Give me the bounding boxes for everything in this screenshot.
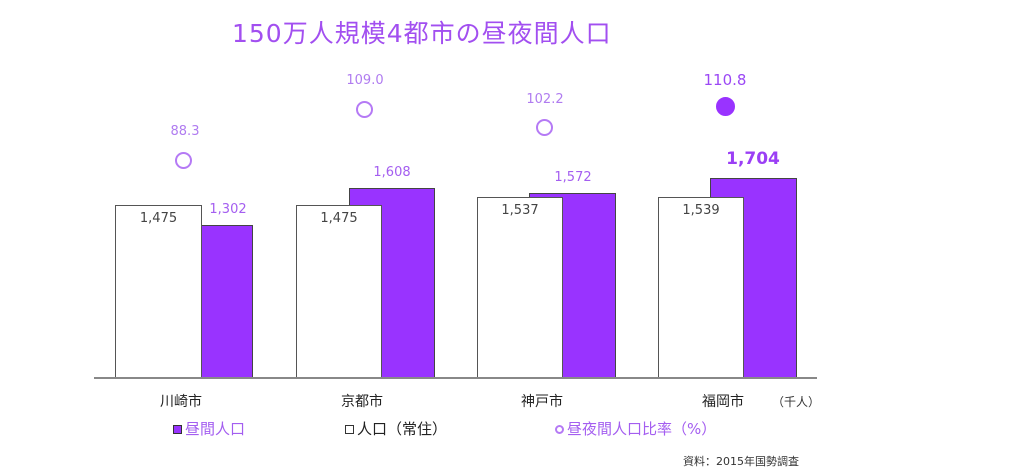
category-label-fukuoka: 福岡市: [702, 394, 744, 410]
ratio-label-kawasaki: 88.3: [170, 124, 200, 139]
category-label-kawasaki: 川崎市: [160, 394, 202, 410]
daytime-label-kyoto: 1,608: [373, 165, 411, 180]
legend-label-ratio: 昼夜間人口比率（%）: [567, 420, 717, 438]
bar-resident-kyoto: [296, 205, 382, 378]
resident-label-fukuoka: 1,539: [682, 203, 720, 218]
ratio-label-kyoto: 109.0: [346, 73, 384, 88]
legend-label-resident: 人口（常住）: [357, 420, 448, 438]
ratio-label-fukuoka: 110.8: [703, 71, 747, 89]
ratio-marker-kawasaki: [175, 152, 192, 169]
legend-label-daytime: 昼間人口: [185, 420, 246, 438]
daytime-label-kobe: 1,572: [554, 170, 592, 185]
resident-label-kawasaki: 1,475: [139, 211, 178, 226]
daytime-label-kawasaki: 1,302: [209, 202, 247, 217]
category-label-kobe: 神戸市: [521, 394, 563, 410]
ratio-marker-kobe: [536, 119, 553, 136]
chart-title: 150万人規模4都市の昼夜間人口: [232, 19, 612, 48]
category-label-kyoto: 京都市: [341, 394, 383, 410]
daytime-label-fukuoka: 1,704: [726, 149, 780, 169]
legend-swatch-ratio-icon: [555, 425, 564, 434]
source-note: 資料：2015年国勢調査: [683, 455, 799, 468]
resident-label-kyoto: 1,475: [320, 211, 358, 226]
legend-item-daytime: 昼間人口: [173, 418, 245, 439]
legend-swatch-resident-icon: [345, 425, 354, 434]
unit-label: （千人）: [772, 395, 821, 409]
legend-item-ratio: 昼夜間人口比率（%）: [555, 418, 716, 439]
legend-swatch-daytime-icon: [173, 425, 182, 434]
bar-daytime-kawasaki: [200, 225, 253, 378]
bar-resident-fukuoka: [658, 197, 744, 378]
bar-resident-kawasaki: [115, 205, 202, 378]
ratio-marker-kyoto: [356, 101, 373, 118]
bar-resident-kobe: [477, 197, 563, 378]
ratio-label-kobe: 102.2: [526, 92, 564, 107]
legend-item-resident: 人口（常住）: [345, 418, 447, 439]
x-axis-baseline: [94, 377, 817, 379]
resident-label-kobe: 1,537: [501, 203, 539, 218]
ratio-marker-fukuoka: [716, 97, 735, 116]
